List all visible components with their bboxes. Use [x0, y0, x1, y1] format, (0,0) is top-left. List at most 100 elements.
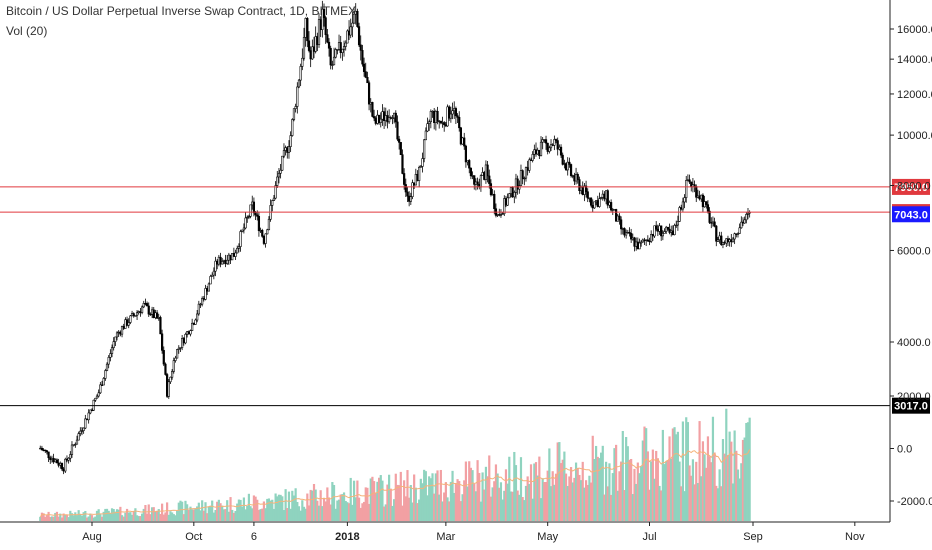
candle-body — [75, 439, 79, 445]
candle-body — [57, 462, 60, 466]
volume-bar — [172, 514, 175, 521]
candle-body — [476, 181, 479, 185]
volume-bar — [668, 436, 671, 521]
volume-bar — [84, 510, 87, 521]
volume-bar — [284, 489, 287, 521]
candle-body — [431, 110, 434, 113]
volume-bar — [187, 509, 190, 521]
candle-body — [533, 149, 536, 155]
candle-body — [216, 260, 219, 265]
volume-bar — [418, 499, 421, 521]
volume-bar — [201, 500, 204, 521]
volume-bar — [736, 469, 740, 521]
candle-body — [261, 230, 264, 237]
candle-body — [588, 197, 591, 200]
volume-bar — [666, 459, 669, 521]
volume-bar — [468, 461, 471, 521]
volume-bar — [149, 514, 152, 521]
volume-bar — [371, 476, 374, 521]
candle-body — [219, 256, 222, 265]
volume-bar — [504, 469, 508, 521]
candle-body — [314, 36, 317, 52]
candle-body — [428, 121, 431, 124]
candle-body — [745, 214, 748, 221]
volume-bar — [491, 487, 494, 521]
candle-body — [332, 56, 336, 66]
volume-bar — [182, 514, 185, 521]
candle-body — [411, 182, 414, 197]
candle-body — [466, 160, 469, 163]
volume-bar — [488, 455, 491, 521]
volume-bar — [536, 475, 539, 521]
x-tick-label: Aug — [82, 531, 102, 543]
candle-body — [144, 303, 147, 305]
volume-bar — [429, 478, 432, 521]
candle-body — [47, 451, 50, 459]
volume-bar — [329, 504, 332, 521]
candle-body — [718, 235, 721, 241]
volume-bar — [741, 439, 745, 521]
candle-body — [693, 184, 696, 187]
candle-body — [423, 139, 426, 159]
candle-body — [62, 468, 65, 472]
volume-bar — [120, 515, 124, 521]
volume-bar — [64, 514, 67, 521]
candle-body — [503, 198, 506, 214]
vol-tick-label: 0.0 — [897, 444, 912, 456]
volume-bar — [356, 480, 359, 521]
volume-bar — [378, 477, 381, 521]
volume-bar — [665, 461, 668, 521]
volume-bar — [603, 494, 606, 521]
candle-body — [234, 252, 237, 257]
volume-bar — [272, 508, 276, 521]
candle-body — [581, 186, 584, 195]
candle-body — [159, 317, 162, 335]
volume-bar — [82, 512, 85, 521]
volume-bar — [635, 483, 638, 521]
volume-bar — [526, 476, 529, 521]
candle-body — [70, 444, 74, 455]
candle-body — [227, 254, 230, 261]
volume-bar — [554, 473, 558, 521]
candle-body — [433, 110, 436, 124]
volume-bar — [110, 508, 114, 521]
volume-bar — [92, 517, 95, 521]
volume-bar — [87, 516, 90, 521]
candle-body — [733, 233, 736, 240]
volume-bar — [49, 517, 52, 521]
volume-bar — [680, 486, 683, 521]
volume-bar — [176, 510, 179, 521]
candle-body — [453, 108, 456, 112]
volume-bar — [399, 471, 402, 521]
candle-body — [177, 347, 180, 350]
candle-body — [626, 231, 629, 234]
candle-body — [337, 42, 341, 50]
volume-bar — [411, 502, 414, 521]
volume-bar — [44, 516, 47, 521]
candle-body — [127, 322, 130, 326]
volume-bar — [725, 408, 728, 521]
candle-body — [241, 229, 244, 232]
volume-bar — [222, 509, 225, 521]
volume-bar — [658, 485, 661, 521]
candle-body — [239, 231, 242, 247]
volume-bar — [631, 494, 634, 521]
volume-bar — [157, 509, 160, 521]
volume-bar — [241, 506, 244, 521]
candle-body — [209, 276, 212, 285]
volume-bar — [279, 494, 282, 521]
volume-bar — [718, 469, 721, 521]
candle-body — [456, 115, 459, 118]
candle-body — [206, 288, 209, 292]
candle-body — [638, 242, 641, 250]
volume-bar — [574, 462, 578, 521]
volume-bar — [75, 515, 79, 521]
candle-body — [688, 179, 691, 183]
candle-body — [109, 353, 112, 358]
volume-bar — [588, 475, 591, 521]
volume-bar — [626, 446, 629, 521]
volume-bar — [67, 517, 70, 521]
candle-body — [247, 216, 251, 218]
candle-body — [77, 433, 80, 441]
